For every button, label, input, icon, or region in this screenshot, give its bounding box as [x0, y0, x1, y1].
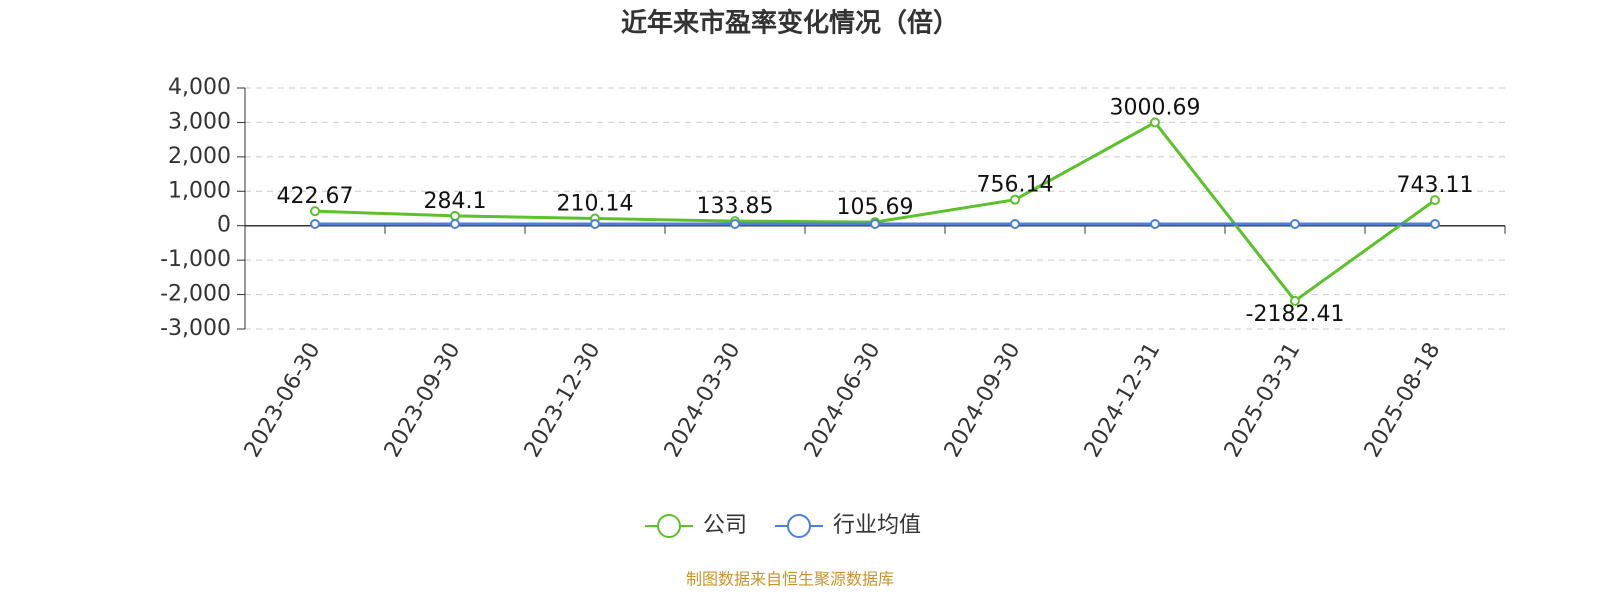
value-label: 210.14	[557, 191, 634, 216]
y-tick-label: -3,000	[160, 316, 231, 341]
x-tick-label: 2024-03-30	[660, 339, 746, 462]
point	[590, 218, 600, 229]
point	[870, 218, 880, 229]
x-tick-label: 2025-03-31	[1220, 339, 1306, 462]
point	[1010, 194, 1020, 205]
x-tick-label: 2024-09-30	[940, 339, 1026, 462]
y-tick-label: 4,000	[168, 75, 231, 100]
x-tick-label: 2023-09-30	[380, 339, 466, 462]
point	[1150, 117, 1160, 128]
chart-title: 近年来市盈率变化情况（倍）	[621, 8, 959, 39]
value-label: 284.1	[424, 189, 487, 214]
value-label: -2182.41	[1246, 302, 1345, 327]
value-label: 422.67	[277, 184, 354, 209]
point	[730, 218, 740, 229]
value-label: 743.11	[1397, 173, 1474, 198]
value-label: 105.69	[837, 195, 914, 220]
point	[1430, 195, 1440, 206]
x-tick-label: 2025-08-18	[1360, 339, 1446, 462]
legend-label[interactable]: 行业均值	[833, 513, 921, 538]
y-tick-label: 1,000	[168, 178, 231, 203]
x-tick-label: 2023-12-30	[520, 339, 606, 462]
legend-label[interactable]: 公司	[703, 513, 747, 538]
y-tick-label: 3,000	[168, 109, 231, 134]
point	[1010, 218, 1020, 229]
point	[450, 218, 460, 229]
point	[1430, 218, 1440, 229]
point	[310, 206, 320, 217]
legend-symbol[interactable]	[657, 514, 681, 538]
value-label: 3000.69	[1110, 95, 1201, 120]
y-tick-label: 0	[217, 213, 231, 238]
x-tick-label: 2024-12-31	[1080, 339, 1166, 462]
x-tick-label: 2023-06-30	[240, 339, 326, 462]
point	[1290, 218, 1300, 229]
x-tick-label: 2024-06-30	[800, 339, 886, 462]
source-note: 制图数据来自恒生聚源数据库	[686, 570, 894, 589]
legend-symbol[interactable]	[787, 514, 811, 538]
value-label: 133.85	[697, 194, 774, 219]
y-tick-label: 2,000	[168, 144, 231, 169]
point	[310, 218, 320, 229]
point	[1290, 295, 1300, 306]
point	[1150, 218, 1160, 229]
value-label: 756.14	[977, 173, 1054, 198]
y-tick-label: -2,000	[160, 282, 231, 307]
y-tick-label: -1,000	[160, 247, 231, 272]
